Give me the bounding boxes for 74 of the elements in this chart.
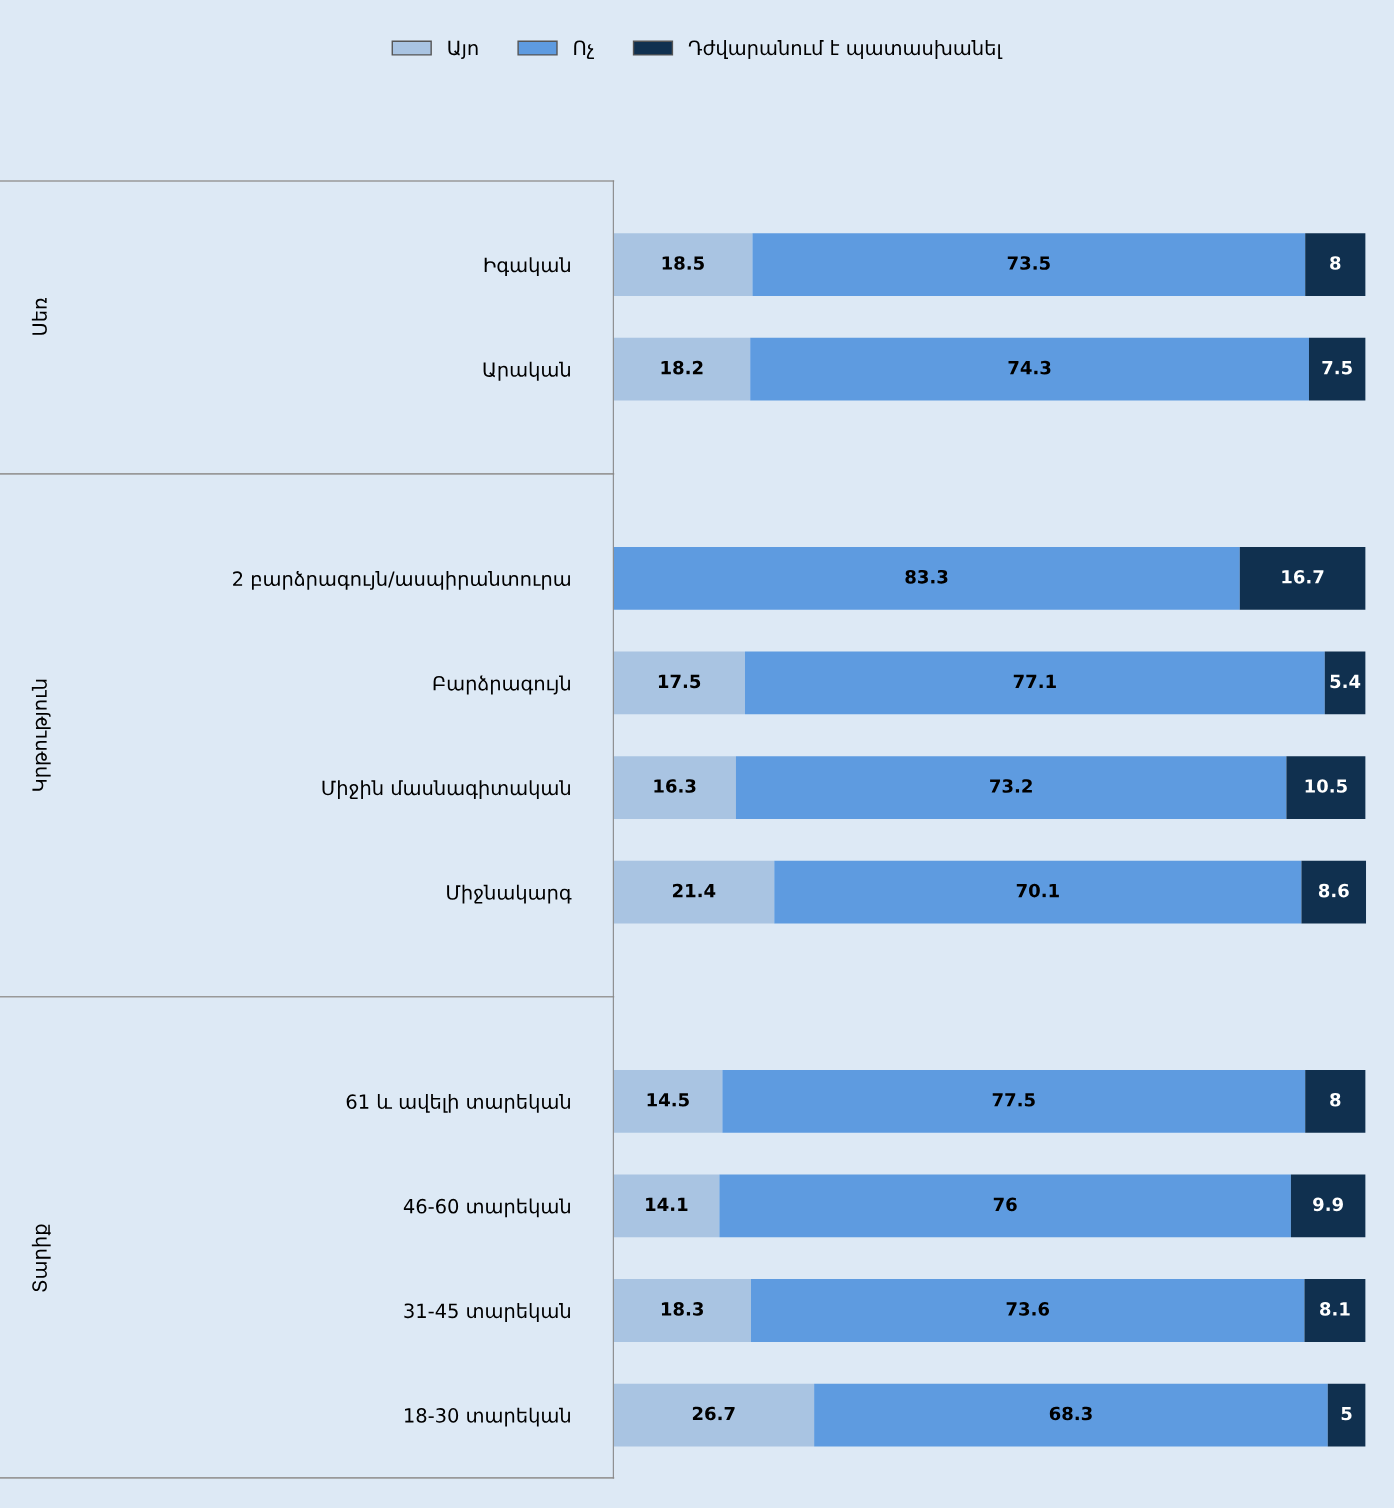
bar bbox=[613, 756, 736, 819]
data-label: 14.1 bbox=[646, 1197, 688, 1211]
y-tick-label: Արական bbox=[483, 361, 570, 381]
bar bbox=[613, 337, 751, 401]
data-label: 5 bbox=[1341, 1406, 1352, 1421]
data-label: 77.5 bbox=[992, 1093, 1035, 1107]
data-label: 73.2 bbox=[990, 779, 1032, 793]
data-label: 70.1 bbox=[1016, 883, 1059, 898]
bar bbox=[752, 233, 1306, 297]
data-label: 7.5 bbox=[1322, 361, 1352, 375]
data-label: 10.5 bbox=[1305, 779, 1347, 793]
bar bbox=[750, 1279, 1305, 1342]
bar bbox=[613, 860, 775, 924]
bar bbox=[1305, 1069, 1366, 1133]
data-label: 9.9 bbox=[1313, 1197, 1343, 1212]
bar bbox=[613, 1279, 751, 1342]
text: Կրթություն bbox=[31, 679, 51, 791]
bar bbox=[722, 1069, 1306, 1133]
bar bbox=[613, 547, 1240, 610]
text: Տարիք bbox=[31, 1224, 51, 1292]
y-tick-label: 46-60 տարեկան bbox=[403, 1198, 570, 1218]
y-tick-label: Միջնակարգ bbox=[447, 884, 572, 904]
bar bbox=[613, 233, 753, 297]
data-label: 8 bbox=[1330, 256, 1341, 270]
data-label: 8.6 bbox=[1318, 883, 1349, 898]
data-label: 14.5 bbox=[647, 1093, 689, 1107]
y-tick-label: 18-30 տարեկան bbox=[405, 1407, 570, 1427]
bar bbox=[613, 651, 745, 715]
bar bbox=[1308, 337, 1366, 401]
data-label: 26.7 bbox=[692, 1406, 735, 1421]
bar bbox=[719, 1174, 1291, 1238]
data-label: 83.3 bbox=[905, 569, 948, 584]
bar bbox=[750, 337, 1309, 401]
y-tick-label: Իգական bbox=[484, 257, 570, 277]
bar bbox=[1304, 1279, 1366, 1342]
data-label: 77.1 bbox=[1013, 674, 1056, 688]
bar bbox=[1301, 860, 1367, 924]
bar bbox=[1239, 547, 1366, 610]
data-label: 5.4 bbox=[1330, 674, 1361, 689]
bar bbox=[613, 1383, 815, 1447]
bar bbox=[1327, 1383, 1366, 1447]
legend-label: Ոչ bbox=[574, 40, 594, 59]
data-label: 18.3 bbox=[661, 1302, 704, 1316]
bar bbox=[744, 651, 1325, 715]
data-label: 18.2 bbox=[661, 360, 703, 375]
bar bbox=[735, 756, 1287, 819]
data-label: 16.3 bbox=[654, 779, 696, 793]
data-label: 68.3 bbox=[1049, 1406, 1092, 1421]
legend-label: Դժվարանում է պատասխանել bbox=[688, 40, 1003, 59]
data-label: 16.7 bbox=[1282, 569, 1324, 584]
data-label: 21.4 bbox=[672, 883, 716, 898]
y-tick-label: Բարձրագույն bbox=[433, 675, 570, 695]
bar bbox=[774, 860, 1302, 924]
bar bbox=[814, 1383, 1328, 1447]
data-label: 73.6 bbox=[1006, 1302, 1050, 1316]
bar bbox=[1286, 756, 1366, 819]
bar bbox=[1290, 1174, 1366, 1238]
data-label: 74.3 bbox=[1008, 360, 1051, 375]
legend-label: Այո bbox=[448, 40, 478, 59]
data-label: 76 bbox=[993, 1197, 1017, 1212]
y-tick-label: Միջին մասնագիտական bbox=[322, 780, 570, 799]
text: Սեռ bbox=[31, 298, 47, 335]
y-tick-label: 31-45 տարեկան bbox=[404, 1303, 570, 1322]
data-label: 17.5 bbox=[658, 674, 701, 689]
bar bbox=[613, 1174, 720, 1238]
y-tick-label: 61 և ավելի տարեկան bbox=[346, 1093, 570, 1113]
data-label: 73.5 bbox=[1007, 256, 1050, 270]
data-label: 8.1 bbox=[1320, 1302, 1350, 1316]
bar bbox=[1324, 651, 1366, 715]
data-label: 8 bbox=[1330, 1092, 1341, 1107]
bar bbox=[1305, 233, 1366, 297]
data-label: 18.5 bbox=[662, 256, 704, 270]
y-tick-label: 2 բարձրագույն/ասպիրանտուրա bbox=[233, 571, 570, 590]
bar bbox=[613, 1069, 723, 1133]
